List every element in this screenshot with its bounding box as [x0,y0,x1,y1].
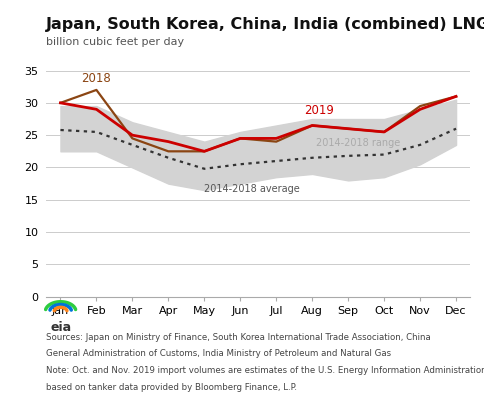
Text: 2019: 2019 [304,104,333,117]
Text: 2018: 2018 [81,72,111,85]
Text: billion cubic feet per day: billion cubic feet per day [46,37,184,47]
Text: Sources: Japan on Ministry of Finance, South Korea International Trade Associati: Sources: Japan on Ministry of Finance, S… [46,333,430,342]
Text: 2014-2018 range: 2014-2018 range [315,138,399,148]
Text: 2014-2018 average: 2014-2018 average [204,183,300,194]
Text: General Administration of Customs, India Ministry of Petroleum and Natural Gas: General Administration of Customs, India… [46,349,391,359]
Text: based on tanker data provided by Bloomberg Finance, L.P.: based on tanker data provided by Bloombe… [46,383,297,392]
Text: Note: Oct. and Nov. 2019 import volumes are estimates of the U.S. Energy Informa: Note: Oct. and Nov. 2019 import volumes … [46,366,484,375]
Text: eia: eia [50,321,71,334]
Text: Japan, South Korea, China, India (combined) LNG imports: Japan, South Korea, China, India (combin… [46,17,484,32]
